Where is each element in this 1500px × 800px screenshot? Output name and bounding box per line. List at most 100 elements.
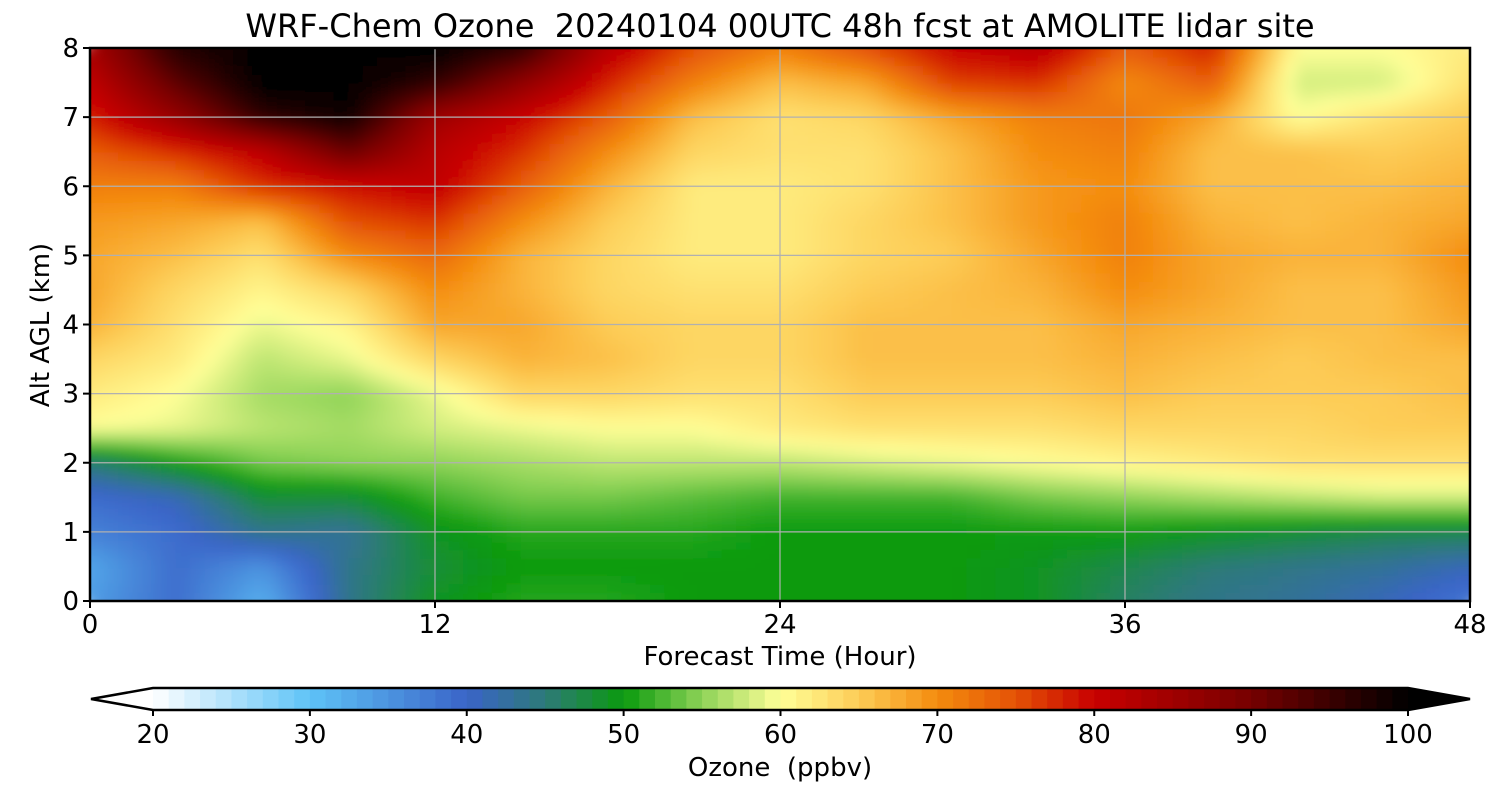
heatmap-cell bbox=[405, 151, 422, 161]
heatmap-cell bbox=[506, 81, 522, 92]
heatmap-cell bbox=[247, 375, 264, 386]
heatmap-cell bbox=[606, 548, 623, 559]
heatmap-cell bbox=[1066, 246, 1083, 256]
heatmap-cell bbox=[1052, 73, 1069, 84]
heatmap-cell bbox=[923, 142, 939, 153]
heatmap-cell bbox=[362, 272, 379, 282]
heatmap-cell bbox=[103, 185, 120, 196]
heatmap-cell bbox=[434, 427, 450, 438]
heatmap-cell bbox=[822, 401, 839, 412]
heatmap-cell bbox=[1196, 56, 1212, 66]
heatmap-cell bbox=[146, 90, 163, 101]
heatmap-cell bbox=[132, 332, 149, 343]
heatmap-cell bbox=[405, 548, 422, 559]
heatmap-cell bbox=[305, 496, 321, 507]
heatmap-cell bbox=[707, 48, 724, 58]
heatmap-cell bbox=[808, 306, 824, 317]
heatmap-cell bbox=[261, 185, 278, 196]
heatmap-cell bbox=[520, 393, 537, 403]
heatmap-cell bbox=[606, 384, 623, 395]
heatmap-cell bbox=[1066, 436, 1083, 447]
heatmap-cell bbox=[391, 81, 407, 92]
heatmap-cell bbox=[1138, 462, 1155, 472]
heatmap-cell bbox=[808, 522, 824, 533]
heatmap-cell bbox=[218, 107, 235, 118]
heatmap-cell bbox=[1110, 375, 1126, 386]
heatmap-cell bbox=[664, 462, 680, 472]
heatmap-cell bbox=[448, 427, 465, 438]
heatmap-cell bbox=[506, 462, 522, 472]
heatmap-cell bbox=[693, 280, 709, 291]
heatmap-cell bbox=[808, 289, 824, 300]
heatmap-cell bbox=[836, 194, 853, 205]
heatmap-cell bbox=[1052, 56, 1069, 66]
heatmap-cell bbox=[678, 133, 695, 144]
heatmap-cell bbox=[606, 418, 623, 429]
heatmap-cell bbox=[491, 522, 508, 533]
heatmap-cell bbox=[693, 505, 709, 516]
heatmap-cell bbox=[923, 99, 939, 110]
heatmap-cell bbox=[880, 453, 896, 464]
heatmap-cell bbox=[333, 306, 350, 317]
heatmap-cell bbox=[563, 531, 580, 542]
heatmap-cell bbox=[1124, 427, 1140, 438]
heatmap-cell bbox=[563, 254, 580, 265]
heatmap-cell bbox=[1009, 263, 1025, 274]
heatmap-cell bbox=[1052, 513, 1069, 524]
heatmap-cell bbox=[865, 228, 882, 239]
heatmap-cell bbox=[693, 323, 709, 334]
heatmap-cell bbox=[1009, 272, 1025, 282]
heatmap-cell bbox=[348, 358, 364, 369]
heatmap-cell bbox=[535, 384, 551, 395]
heatmap-cell bbox=[247, 211, 264, 222]
heatmap-cell bbox=[1081, 73, 1097, 84]
heatmap-cell bbox=[1138, 341, 1155, 352]
heatmap-cell bbox=[707, 393, 724, 403]
heatmap-cell bbox=[391, 565, 407, 576]
heatmap-cell bbox=[1009, 56, 1025, 66]
heatmap-cell bbox=[563, 168, 580, 179]
heatmap-cell bbox=[348, 505, 364, 516]
heatmap-cell bbox=[1167, 228, 1184, 239]
heatmap-cell bbox=[132, 289, 149, 300]
heatmap-cell bbox=[1110, 591, 1126, 601]
heatmap-cell bbox=[995, 393, 1011, 403]
heatmap-cell bbox=[348, 496, 364, 507]
heatmap-cell bbox=[736, 99, 752, 110]
heatmap-cell bbox=[348, 470, 364, 481]
heatmap-cell bbox=[1081, 220, 1097, 231]
heatmap-cell bbox=[405, 513, 422, 524]
heatmap-cell bbox=[1153, 453, 1169, 464]
heatmap-cell bbox=[477, 306, 494, 317]
heatmap-cell bbox=[678, 531, 695, 542]
heatmap-cell bbox=[836, 539, 853, 550]
heatmap-cell bbox=[606, 470, 623, 481]
heatmap-cell bbox=[1167, 280, 1184, 291]
heatmap-cell bbox=[190, 384, 206, 395]
heatmap-cell bbox=[836, 323, 853, 334]
heatmap-cell bbox=[477, 323, 494, 334]
heatmap-cell bbox=[635, 168, 652, 179]
heatmap-cell bbox=[1138, 470, 1155, 481]
heatmap-cell bbox=[880, 168, 896, 179]
heatmap-cell bbox=[995, 548, 1011, 559]
heatmap-cell bbox=[549, 358, 565, 369]
heatmap-cell bbox=[1110, 583, 1126, 593]
heatmap-cell bbox=[305, 133, 321, 144]
heatmap-cell bbox=[880, 194, 896, 205]
heatmap-cell bbox=[880, 496, 896, 507]
heatmap-cell bbox=[1081, 116, 1097, 127]
heatmap-cell bbox=[1095, 358, 1112, 369]
heatmap-cell bbox=[247, 73, 264, 84]
heatmap-cell bbox=[90, 185, 105, 196]
heatmap-cell bbox=[1081, 211, 1097, 222]
heatmap-cell bbox=[793, 177, 810, 187]
heatmap-cell bbox=[276, 418, 292, 429]
heatmap-cell bbox=[621, 470, 637, 481]
heatmap-cell bbox=[1066, 289, 1083, 300]
heatmap-cell bbox=[980, 341, 997, 352]
heatmap-cell bbox=[376, 418, 393, 429]
heatmap-cell bbox=[1023, 107, 1040, 118]
heatmap-cell bbox=[1081, 99, 1097, 110]
heatmap-cell bbox=[146, 393, 163, 403]
